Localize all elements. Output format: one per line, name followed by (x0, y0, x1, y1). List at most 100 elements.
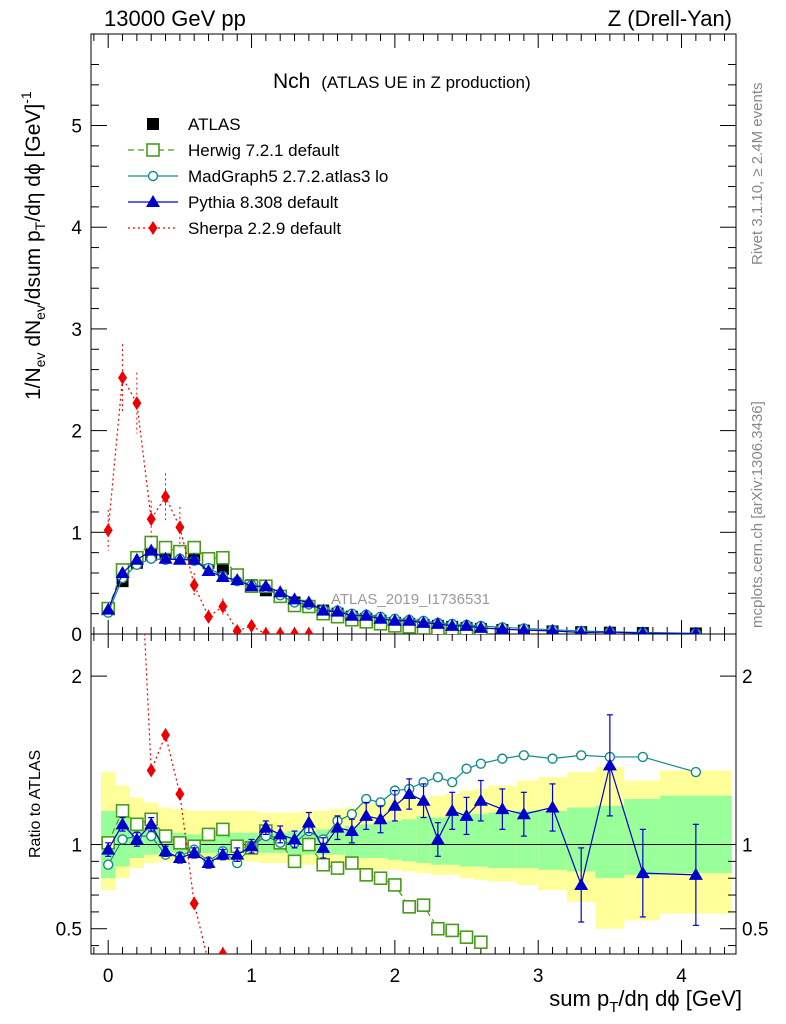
herwig-ratio-point (330, 861, 345, 875)
pythia-point (359, 608, 374, 621)
herwig-ratio-point (302, 837, 316, 852)
sherpa-point (146, 512, 156, 527)
pythia-ratio-point (473, 793, 488, 806)
pythia-ratio-point (688, 867, 703, 880)
herwig-ratio-point (474, 935, 488, 950)
legend-marker (147, 118, 159, 130)
pythia-point (473, 620, 488, 633)
pythia-ratio-point (344, 824, 359, 837)
sherpa-point (175, 520, 185, 535)
pythia-ratio-line (107, 763, 696, 888)
madgraph5-ratio-point (461, 763, 472, 774)
pythia-point (301, 595, 316, 608)
stat-uncertainty-band (595, 805, 625, 879)
pythia-ratio-point (144, 817, 159, 830)
herwig-ratio-point (373, 871, 388, 886)
sherpa-ratio-point (132, 467, 141, 481)
pythia-point (287, 592, 302, 605)
madgraph5-ratio-point (346, 809, 358, 820)
legend-marker (146, 195, 160, 207)
x-tick-label: 1 (246, 966, 257, 987)
sherpa-point (290, 627, 300, 634)
pythia-point (576, 625, 587, 634)
x-tick-label: 3 (533, 966, 544, 987)
pythia-point (172, 552, 187, 565)
herwig-ratio-point (431, 921, 445, 936)
legend-label: ATLAS (188, 115, 241, 134)
pythia-ratio-point (495, 802, 510, 815)
pythia-ratio-point (215, 847, 230, 860)
sherpa-point (218, 599, 228, 614)
pythia-ratio-point (115, 817, 130, 830)
analysis-watermark: ATLAS_2019_I1736531 (331, 591, 490, 608)
pythia-ratio-point (402, 787, 417, 799)
madgraph5-ratio-point (432, 771, 444, 783)
pythia-point (187, 552, 202, 565)
sherpa-ratio-point (118, 198, 127, 212)
herwig-ratio-point (173, 836, 187, 850)
pythia-point (402, 613, 417, 626)
ratio-y-tick-label-right: 2 (742, 667, 753, 688)
pythia-point (430, 616, 445, 629)
sherpa-ratio-point (146, 763, 156, 778)
pythia-point (517, 623, 531, 634)
ratio-y-tick-label: 1 (71, 836, 82, 857)
legend-marker (146, 143, 160, 157)
sherpa-ratio-point (175, 787, 185, 801)
y-tick-label: 0 (71, 625, 82, 646)
stat-uncertainty-band (387, 820, 403, 860)
legend-marker (148, 221, 158, 235)
pythia-point (144, 543, 159, 556)
herwig-point (216, 550, 230, 565)
herwig-ratio-point (130, 817, 144, 832)
pythia-ratio-point (287, 832, 302, 845)
legend-item: Herwig 7.2.1 default (128, 141, 339, 160)
pythia-point (373, 611, 388, 624)
madgraph5-ratio-point (576, 750, 587, 761)
madgraph5-ratio-point (145, 830, 157, 842)
pythia-ratio-point (258, 820, 273, 833)
pythia-point (101, 602, 116, 615)
legend-label: Herwig 7.2.1 default (188, 141, 339, 160)
pythia-ratio-point (359, 808, 374, 821)
sherpa-ratio-point (161, 728, 171, 743)
pythia-point (445, 618, 460, 631)
herwig-ratio-point (316, 857, 331, 872)
pythia-point (215, 570, 230, 583)
madgraph5-ratio-point (690, 766, 702, 778)
legend-marker (147, 170, 159, 182)
herwig-ratio-point (445, 923, 460, 938)
stat-uncertainty-band (373, 822, 388, 858)
pythia-point (273, 585, 288, 598)
ratio-y-tick-label: 2 (71, 667, 82, 688)
pythia-ratio-point (301, 815, 316, 828)
sherpa-ratio-point (218, 947, 228, 954)
pythia-ratio-point (172, 851, 187, 863)
madgraph5-ratio-point (475, 758, 487, 769)
x-axis-title: sum pT/dη dϕ [GeV] (549, 986, 742, 1016)
y-tick-label: 3 (71, 320, 82, 341)
herwig-ratio-point (345, 856, 359, 870)
pythia-point (344, 608, 359, 621)
y-tick-label: 1 (71, 523, 82, 544)
pythia-ratio-point (602, 758, 617, 771)
pythia-point (416, 615, 431, 628)
rivet-label: Rivet 3.1.10, ≥ 2.4M events (749, 83, 766, 266)
pythia-point (258, 579, 273, 592)
pythia-point (604, 624, 616, 634)
sherpa-point (189, 578, 199, 593)
pythia-ratio-point (187, 845, 202, 858)
pythia-ratio-point (516, 807, 531, 820)
madgraph5-ratio-point (497, 753, 508, 764)
sherpa-point (261, 627, 271, 634)
pythia-point (638, 626, 648, 634)
madgraph5-ratio-point (518, 750, 530, 761)
pythia-point (115, 565, 130, 578)
herwig-ratio-point (416, 898, 431, 912)
madgraph5-ratio-point (547, 753, 558, 764)
sherpa-point (132, 396, 142, 411)
madgraph5-ratio-point (102, 859, 114, 870)
x-tick-label: 2 (390, 966, 401, 987)
legend: ATLAS Herwig 7.2.1 default MadGraph5 2.7.2… (128, 115, 388, 238)
legend-label: MadGraph5 2.7.2.atlas3 lo (188, 167, 388, 186)
